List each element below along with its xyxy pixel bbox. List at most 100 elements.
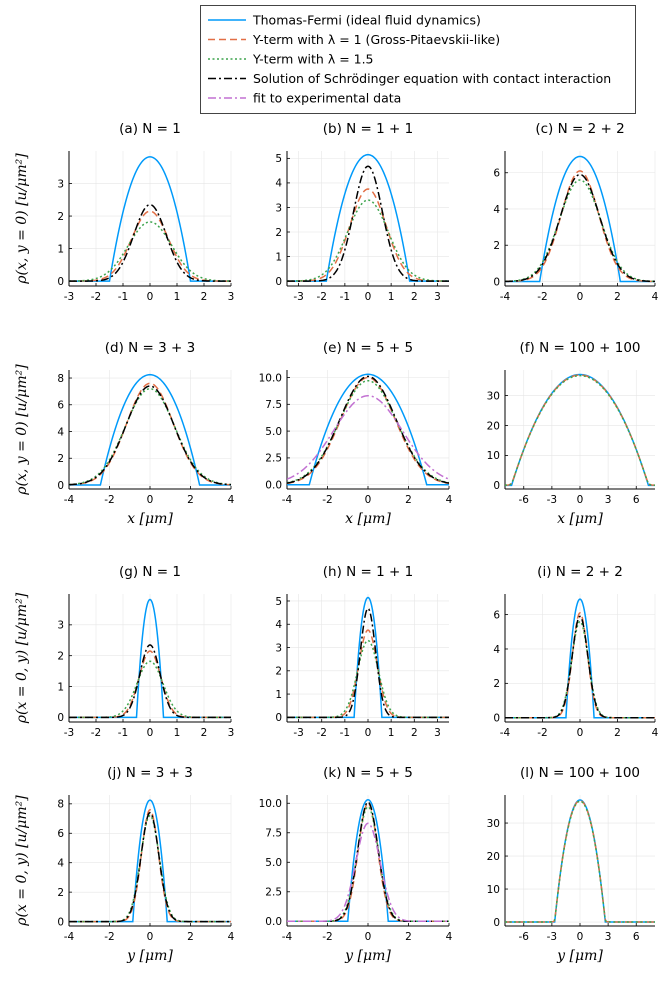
y-tick-label: 0	[57, 712, 64, 724]
series-line	[69, 387, 231, 486]
y-tick-label: 2	[493, 240, 500, 252]
y-tick-label: 6	[493, 168, 500, 180]
legend-label: Solution of Schrödinger equation with co…	[253, 71, 611, 86]
x-tick-label: 4	[228, 931, 235, 943]
y-tick-label: 5	[275, 153, 282, 165]
x-tick-label: 3	[605, 494, 612, 506]
x-tick-label: 2	[187, 931, 194, 943]
panel-i: (i) N = 2 + 2 -4 -2 0 2 4 0 2 4 6	[493, 564, 658, 739]
panel-l: (l) N = 100 + 100 -6 -3 0 3 6 0 10 20 30 y [μm]	[487, 765, 655, 964]
x-tick-label: -3	[293, 291, 303, 303]
x-tick-label: -2	[537, 291, 547, 303]
x-tick-label: 3	[228, 727, 235, 739]
panel-b: (b) N = 1 + 1 -3 -2 -1 0 1 2 3 0 1 2 3 4 5	[275, 121, 449, 303]
x-tick-label: -6	[519, 494, 530, 506]
x-tick-label: 0	[365, 727, 372, 739]
y-tick-label: 6	[57, 828, 64, 840]
x-tick-label: -4	[64, 931, 75, 943]
x-tick-label: -1	[118, 291, 128, 303]
legend-label: Thomas-Fermi (ideal fluid dynamics)	[252, 13, 481, 28]
x-tick-label: 0	[365, 494, 372, 506]
y-tick-label: 5.0	[265, 426, 282, 438]
y-tick-label: 1	[57, 243, 64, 255]
x-tick-label: 2	[614, 727, 621, 739]
y-tick-label: 5.0	[265, 857, 282, 869]
series-line	[69, 203, 231, 282]
y-tick-label: 3	[57, 178, 64, 190]
x-tick-label: 2	[187, 494, 194, 506]
panel-c: (c) N = 2 + 2 -4 -2 0 2 4 0 2 4 6	[493, 121, 658, 303]
y-tick-label: 2	[57, 453, 64, 465]
x-tick-label: 0	[147, 494, 154, 506]
panel-title: (i) N = 2 + 2	[537, 564, 623, 580]
legend-label: Y-term with λ = 1.5	[252, 52, 374, 67]
series-line	[287, 798, 449, 923]
series-line	[69, 598, 231, 719]
x-tick-label: 1	[174, 727, 181, 739]
x-tick-label: 1	[388, 291, 395, 303]
x-tick-label: 3	[228, 291, 235, 303]
y-tick-label: 0	[57, 480, 64, 492]
x-tick-label: 0	[577, 494, 584, 506]
panel-title: (d) N = 3 + 3	[105, 340, 195, 356]
legend-label: fit to experimental data	[253, 91, 401, 106]
x-tick-label: -1	[118, 727, 128, 739]
series-line	[505, 620, 655, 719]
y-tick-label: 3	[275, 642, 282, 654]
y-tick-label: 0	[493, 713, 500, 725]
series-line	[287, 596, 449, 719]
panel-title: (a) N = 1	[119, 121, 181, 137]
y-tick-label: 2	[493, 678, 500, 690]
series-line	[505, 598, 655, 719]
x-tick-label: 3	[605, 931, 612, 943]
series-line	[69, 385, 231, 486]
series-line	[287, 376, 449, 485]
x-tick-label: 4	[652, 727, 659, 739]
panel-e: (e) N = 5 + 5 -4 -2 0 2 4 0.0 2.5 5.0 7.5 10.0 x [μ…	[259, 340, 453, 527]
panel-title: (c) N = 2 + 2	[535, 121, 624, 137]
y-tick-label: 5	[275, 596, 282, 608]
y-tick-label: 4	[493, 204, 500, 216]
y-tick-label: 0.0	[265, 480, 282, 492]
x-tick-label: -2	[104, 931, 114, 943]
series-line	[505, 611, 655, 719]
y-tick-label: 2.5	[265, 453, 282, 465]
y-tick-label: 2	[275, 666, 282, 678]
y-axis-label: ρ(x, y = 0) [u/μm²]	[14, 364, 30, 496]
panel-a: (a) N = 1 -3 -2 -1 0 1 2 3 0 1 2 3 ρ(x, y = 0) [u/μm…	[14, 121, 234, 303]
x-tick-label: -1	[340, 727, 350, 739]
series-line	[505, 155, 655, 283]
x-tick-label: 2	[411, 291, 418, 303]
panel-title: (h) N = 1 + 1	[323, 564, 413, 580]
y-tick-label: 2	[57, 887, 64, 899]
x-tick-label: -4	[282, 931, 293, 943]
x-tick-label: -3	[293, 727, 303, 739]
series-line	[287, 394, 449, 480]
panel-f: (f) N = 100 + 100 -6 -3 0 3 6 0 10 20 30 x [μm]	[487, 340, 655, 527]
panel-title: (b) N = 1 + 1	[323, 121, 413, 137]
y-tick-label: 20	[487, 851, 500, 863]
x-tick-label: 0	[147, 727, 154, 739]
x-tick-label: -4	[500, 291, 511, 303]
x-tick-label: 1	[388, 727, 395, 739]
y-tick-label: 4	[275, 619, 282, 631]
y-tick-label: 7.5	[265, 828, 282, 840]
y-tick-label: 0	[493, 276, 500, 288]
panel-title: (j) N = 3 + 3	[107, 765, 193, 781]
x-tick-label: 2	[201, 727, 208, 739]
x-tick-label: 0	[577, 291, 584, 303]
panel-title: (l) N = 100 + 100	[520, 765, 640, 781]
x-axis-label: x [μm]	[127, 511, 173, 527]
series-line	[69, 644, 231, 719]
legend-label: Y-term with λ = 1 (Gross-Pitaevskii-like…	[252, 32, 500, 47]
panel-j: (j) N = 3 + 3 -4 -2 0 2 4 0 2 4 6 8 ρ(x = 0, y) [u/…	[14, 765, 235, 964]
x-tick-label: -2	[316, 727, 326, 739]
x-tick-label: -2	[322, 931, 332, 943]
x-axis-label: x [μm]	[557, 511, 603, 527]
series-line	[287, 822, 449, 923]
y-tick-label: 30	[487, 818, 500, 830]
series-line	[69, 156, 231, 282]
y-tick-label: 0.0	[265, 916, 282, 928]
series-line	[505, 179, 655, 283]
